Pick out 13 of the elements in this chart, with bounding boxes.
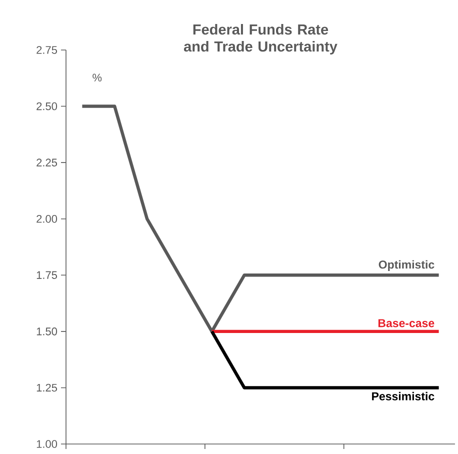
y-tick-label: 2.75 [36, 46, 58, 54]
series-label: Base-case [378, 319, 434, 328]
series-label: Optimistic [378, 260, 434, 271]
y-tick-label: 1.75 [36, 271, 58, 279]
y-tick-label: 2.00 [36, 214, 58, 223]
y-axis-title: % [92, 74, 102, 82]
y-tick-label: 2.50 [36, 102, 58, 110]
y-tick-label: 1.00 [36, 440, 58, 448]
y-tick-label: 1.50 [36, 328, 58, 336]
y-tick-label: 1.25 [36, 384, 58, 392]
y-tick-label: 2.25 [36, 158, 58, 166]
chart-title: Federal Funds Rate and Trade Uncertainty [184, 24, 338, 55]
series-label: Pessimistic [372, 392, 434, 400]
